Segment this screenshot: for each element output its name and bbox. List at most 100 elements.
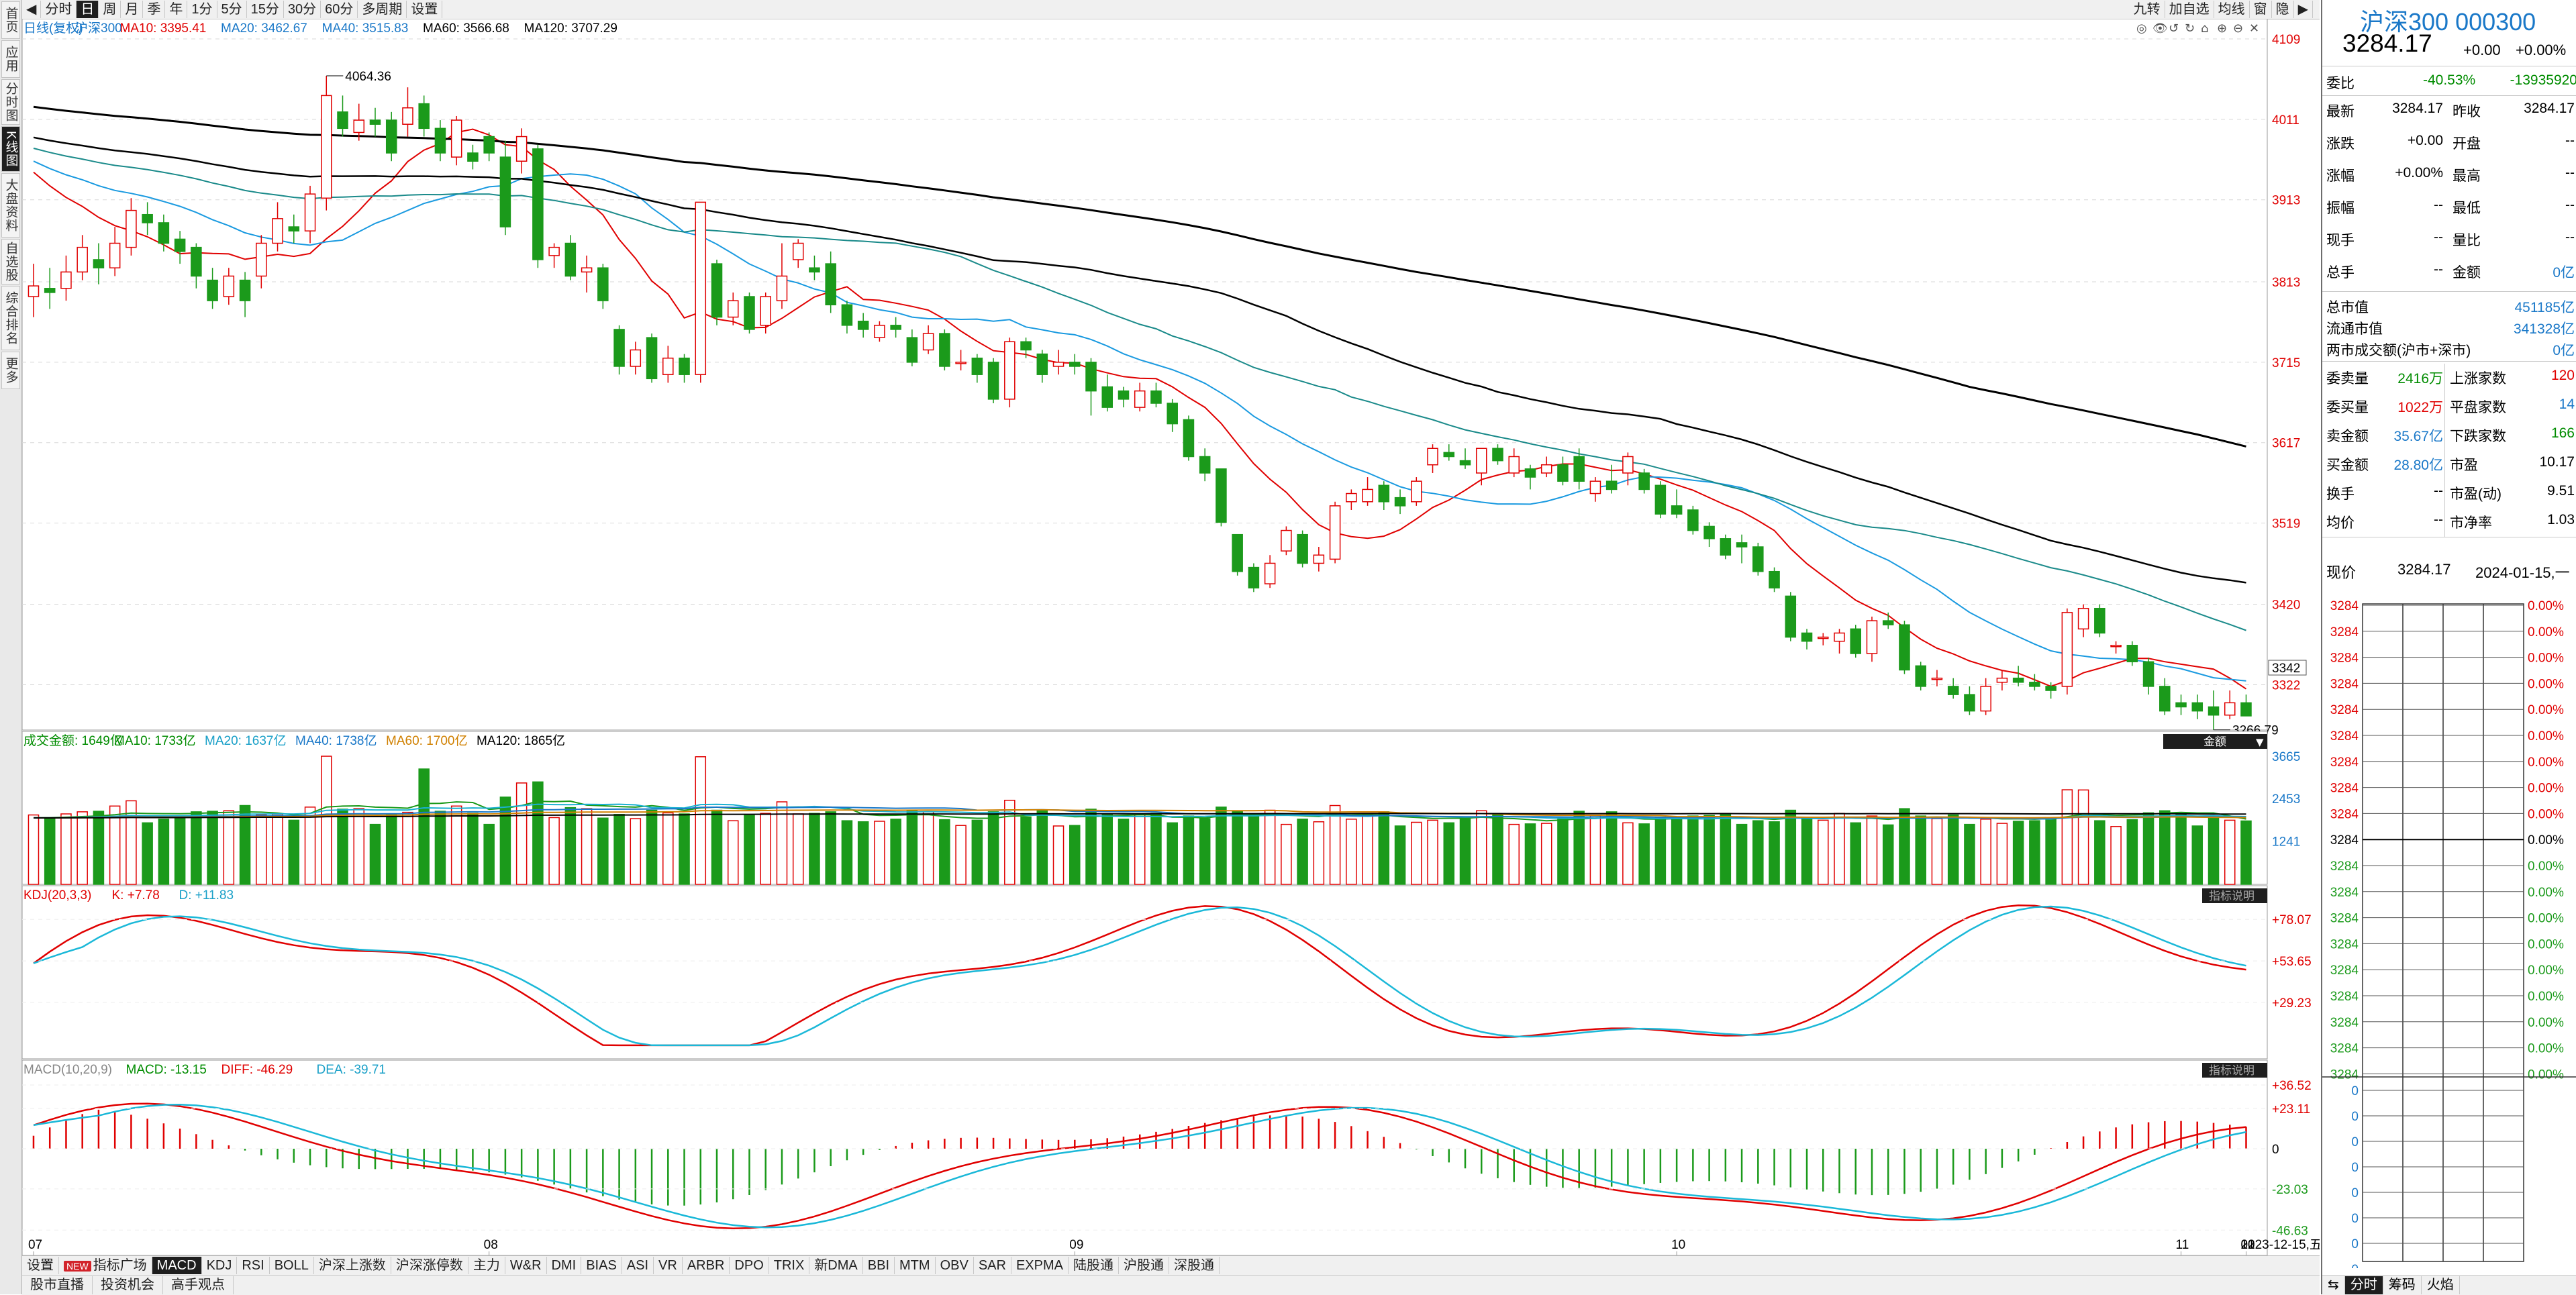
candle[interactable] [2094,604,2106,637]
volume-bar[interactable] [1589,815,1601,885]
volume-bar[interactable] [2142,812,2154,885]
candle[interactable] [1947,678,1959,699]
period-tab-11[interactable]: 多周期 [358,1,407,18]
volume-type-dropdown[interactable] [2163,734,2267,749]
volume-bar[interactable] [1052,825,1064,885]
candle[interactable] [890,317,901,338]
volume-bar[interactable] [1118,819,1130,885]
volume-bar[interactable] [93,811,105,885]
candle[interactable] [1411,477,1422,506]
volume-bar[interactable] [1931,818,1943,885]
candle[interactable] [2126,641,2138,666]
volume-bar[interactable] [809,813,820,885]
indicator-tab-6[interactable]: 沪深上涨数 [314,1257,391,1274]
volume-bar[interactable] [1329,805,1341,885]
candle[interactable] [1069,354,1081,375]
indicator-tab-20[interactable]: OBV [936,1257,974,1274]
volume-bar[interactable] [109,805,121,885]
volume-bar[interactable] [1736,823,1748,885]
volume-bar[interactable] [1654,816,1667,885]
candle[interactable] [2110,641,2122,654]
period-tab-4[interactable]: 季 [143,1,166,18]
volume-bar[interactable] [1150,813,1162,885]
volume-bar[interactable] [1769,821,1780,885]
sidebar-tab-1[interactable]: 应用 [1,40,20,78]
candle[interactable] [1346,489,1357,510]
candle[interactable] [1720,534,1732,560]
kline-chart[interactable]: 4109 4011 3913 3813 3715 3617 3519 3420 3322 3342… [22,19,2320,1255]
candle[interactable] [532,144,544,268]
volume-bar[interactable] [2029,820,2040,885]
volume-bar[interactable] [174,818,186,885]
candle[interactable] [191,243,202,289]
volume-bar[interactable] [1183,815,1195,885]
chart-tool-icon[interactable]: ◎ [2136,21,2147,36]
volume-bar[interactable] [1980,819,1991,885]
sidebar-tab-0[interactable]: 首页 [1,1,20,39]
candle[interactable] [1671,489,1683,519]
volume-bar[interactable] [288,819,300,885]
volume-bar[interactable] [2061,789,2073,885]
candle[interactable] [630,342,642,375]
period-tab-6[interactable]: 1分 [187,1,217,18]
period-tab-9[interactable]: 30分 [284,1,321,18]
candle[interactable] [1915,662,1926,691]
volume-bar[interactable] [1101,814,1113,885]
volume-bar[interactable] [857,821,869,885]
candle[interactable] [483,132,495,162]
candle[interactable] [434,120,446,162]
candle[interactable] [2191,694,2203,719]
volume-bar[interactable] [1085,809,1097,885]
sidebar-tab-4[interactable]: 大盘资料 [1,173,20,238]
volume-bar[interactable] [256,814,267,885]
volume-bar[interactable] [2077,789,2089,885]
volume-bar[interactable] [1801,819,1813,885]
volume-bar[interactable] [1671,817,1683,885]
candle[interactable] [646,333,658,383]
indicator-tab-10[interactable]: DMI [547,1257,582,1274]
volume-bar[interactable] [1199,818,1211,885]
volume-bar[interactable] [1492,814,1503,885]
candle[interactable] [1899,621,1910,674]
volume-bar[interactable] [906,810,918,885]
volume-bar[interactable] [321,756,332,885]
period-tab-8[interactable]: 15分 [247,1,284,18]
volume-bar[interactable] [1882,824,1894,885]
candle[interactable] [1622,452,1634,486]
candle[interactable] [874,321,885,342]
chart-tool-icon[interactable]: ⌂ [2201,21,2208,36]
candle[interactable] [1313,547,1325,572]
period-tab-10[interactable]: 60分 [321,1,358,18]
candle[interactable] [1475,448,1487,486]
toolbar-right-button-2[interactable]: 均线 [2214,1,2250,18]
volume-bar[interactable] [499,796,511,885]
indicator-tab-5[interactable]: BOLL [270,1257,314,1274]
volume-bar[interactable] [1915,815,1926,885]
chart-tool-icon[interactable]: ↺ [2169,21,2179,36]
volume-bar[interactable] [890,819,901,885]
volume-bar[interactable] [532,781,544,885]
volume-bar[interactable] [1834,813,1845,885]
candle[interactable] [1785,592,1797,641]
candle[interactable] [44,268,56,309]
volume-bar[interactable] [353,808,365,885]
candle[interactable] [1980,678,1991,715]
volume-bar[interactable] [158,819,170,885]
volume-bar[interactable] [77,811,88,885]
candle[interactable] [2061,608,2073,695]
candle[interactable] [2029,674,2040,691]
volume-bar[interactable] [483,823,495,885]
toolbar-right-button-3[interactable]: 窗 [2249,1,2272,18]
sidebar-tab-2[interactable]: 分时图 [1,79,20,125]
macd-help-button[interactable] [2202,1063,2267,1078]
indicator-tab-14[interactable]: ARBR [683,1257,730,1274]
volume-bar[interactable] [1459,819,1471,885]
volume-bar[interactable] [1167,822,1178,885]
candle[interactable] [1085,358,1097,416]
candle[interactable] [2208,690,2220,730]
candle[interactable] [1492,444,1503,465]
candle[interactable] [1687,505,1699,535]
volume-bar[interactable] [239,805,251,885]
volume-bar[interactable] [2126,819,2138,885]
candle[interactable] [1736,534,1748,564]
